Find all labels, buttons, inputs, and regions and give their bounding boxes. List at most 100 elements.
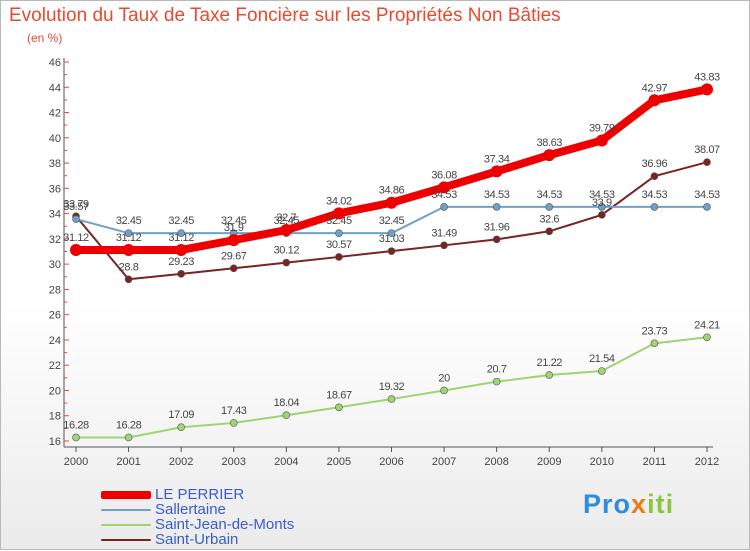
y-tick-label: 36: [49, 183, 61, 195]
y-tick-label: 34: [49, 209, 61, 221]
data-label: 30.12: [274, 245, 300, 257]
data-point: [72, 433, 80, 442]
data-label: 16.28: [116, 419, 142, 431]
data-label: 31.96: [484, 221, 510, 233]
data-point: [440, 386, 448, 395]
data-label: 18.04: [274, 397, 300, 409]
data-point: [438, 181, 451, 194]
x-tick-label: 2008: [484, 456, 508, 468]
chart-title: Evolution du Taux de Taxe Foncière sur l…: [9, 5, 561, 26]
y-tick-label: 22: [49, 360, 61, 372]
data-label: 38.07: [694, 144, 720, 156]
x-tick-label: 2012: [695, 456, 719, 468]
data-point: [229, 419, 238, 427]
data-point: [650, 339, 659, 348]
data-label: 33.79: [63, 198, 89, 210]
data-label: 21.22: [536, 357, 562, 369]
y-tick-label: 38: [49, 158, 61, 170]
data-point: [545, 227, 554, 236]
data-point: [598, 367, 606, 375]
data-point: [650, 203, 659, 211]
x-tick-label: 2009: [537, 456, 561, 468]
data-point: [701, 83, 713, 96]
data-label: 43.83: [694, 71, 720, 83]
data-point: [72, 215, 80, 223]
data-label: 33.57: [63, 201, 89, 213]
data-label: 34.53: [536, 189, 562, 201]
data-label: 39.79: [589, 122, 615, 134]
data-point: [282, 258, 291, 267]
data-label: 31.9: [224, 222, 244, 234]
y-tick-label: 46: [49, 57, 61, 69]
data-label: 32.45: [221, 215, 247, 227]
data-label: 30.57: [326, 239, 352, 251]
data-label: 29.67: [221, 250, 247, 262]
data-point: [335, 403, 343, 412]
data-label: 37.34: [484, 153, 510, 165]
data-point: [387, 229, 396, 237]
chart-subtitle: (en %): [27, 31, 63, 45]
x-tick-label: 2003: [222, 456, 246, 468]
y-tick-label: 42: [49, 108, 61, 120]
data-label: 32.45: [274, 215, 300, 227]
data-label: 34.53: [694, 189, 720, 201]
data-point: [545, 371, 554, 379]
data-point: [282, 411, 291, 420]
data-point: [650, 172, 659, 181]
legend-swatch: [101, 509, 151, 511]
data-label: 31.03: [379, 233, 405, 245]
data-label: 42.97: [642, 82, 668, 94]
data-point: [175, 243, 188, 256]
y-tick-label: 44: [49, 82, 61, 94]
data-point: [703, 203, 711, 211]
data-point: [177, 423, 185, 432]
data-label: 21.54: [589, 353, 615, 365]
data-label: 23.73: [642, 325, 668, 337]
data-point: [70, 243, 82, 256]
y-tick-label: 20: [49, 385, 61, 397]
x-tick-label: 2000: [64, 456, 88, 468]
data-label: 32.6: [539, 213, 559, 225]
y-tick-label: 16: [49, 436, 61, 448]
data-point: [332, 207, 345, 220]
y-tick-label: 18: [49, 411, 61, 423]
data-point: [598, 203, 606, 211]
y-tick-label: 30: [49, 259, 61, 271]
y-tick-label: 28: [49, 284, 61, 296]
x-tick-label: 2005: [327, 456, 351, 468]
data-label: 34.53: [484, 189, 510, 201]
data-point: [543, 149, 556, 162]
data-point: [703, 333, 711, 342]
data-label: 28.8: [119, 261, 139, 273]
x-tick-label: 2010: [590, 456, 614, 468]
data-label: 32.7: [276, 212, 296, 224]
data-label: 34.53: [589, 189, 615, 201]
data-label: 31.12: [63, 232, 89, 244]
data-label: 36.08: [431, 169, 457, 181]
data-point: [387, 395, 396, 403]
x-tick-label: 2001: [116, 456, 140, 468]
data-label: 34.53: [431, 189, 457, 201]
data-label: 20.7: [487, 364, 507, 376]
data-point: [387, 247, 396, 255]
data-point: [545, 203, 554, 211]
data-point: [490, 165, 503, 178]
data-label: 31.12: [168, 232, 194, 244]
data-point: [595, 134, 608, 147]
data-label: 19.32: [379, 381, 405, 393]
y-tick-label: 24: [49, 335, 61, 347]
data-label: 32.45: [168, 215, 194, 227]
data-point: [440, 241, 448, 250]
data-point: [335, 253, 343, 261]
data-label: 38.63: [536, 137, 562, 149]
data-point: [227, 234, 240, 247]
data-point: [648, 94, 661, 107]
data-label: 29.23: [168, 256, 194, 268]
data-label: 18.67: [326, 389, 352, 401]
legend-swatch: [101, 491, 151, 499]
data-point: [335, 229, 343, 237]
data-label: 31.49: [431, 227, 457, 239]
proxiti-logo: Proxiti: [583, 489, 675, 519]
